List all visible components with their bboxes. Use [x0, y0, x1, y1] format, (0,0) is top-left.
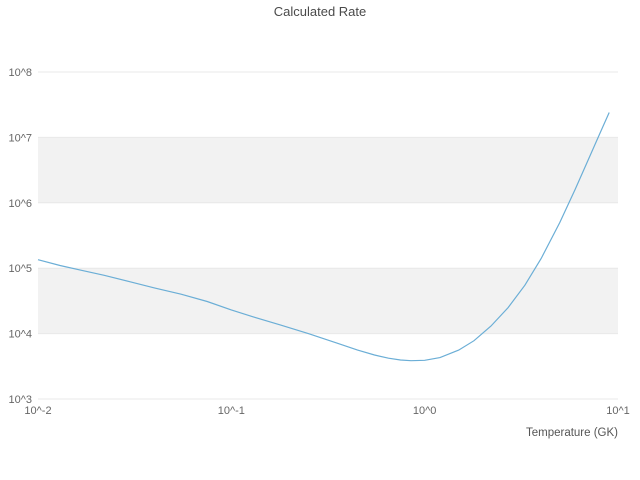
y-tick-label: 10^8 [8, 67, 32, 79]
y-tick-label: 10^3 [8, 394, 32, 406]
x-tick-labels-group: 10^-2 10^-1 10^0 10^1 [24, 405, 629, 417]
rate-line [37, 112, 610, 362]
y-tick-label: 10^7 [8, 132, 32, 144]
y-tick-label: 10^6 [8, 198, 32, 210]
y-tick-label: 10^5 [8, 263, 32, 275]
x-tick-label: 10^-1 [218, 405, 245, 417]
x-tick-label: 10^-2 [24, 405, 51, 417]
x-tick-label: 10^1 [606, 405, 630, 417]
x-tick-label: 10^0 [413, 405, 437, 417]
y-tick-labels-group: 10^3 10^4 10^5 10^6 10^7 10^8 [8, 67, 32, 406]
chart-title: Calculated Rate [274, 4, 367, 19]
gridlines-group [38, 71, 618, 400]
decade-bands-group [38, 137, 618, 334]
x-axis-label: Temperature (GK) [526, 427, 618, 439]
y-tick-label: 10^4 [8, 329, 32, 341]
